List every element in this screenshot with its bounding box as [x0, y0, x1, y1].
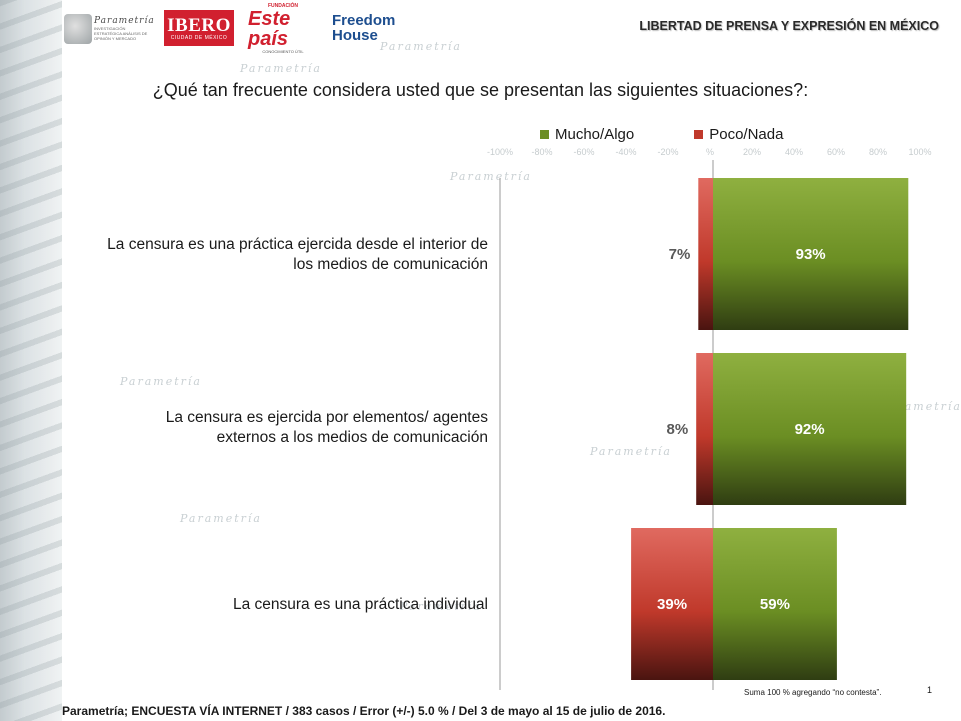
x-axis-ticks: -100% -80% -60% -40% -20%% 20% 40% 60% 80% 100%	[485, 147, 955, 161]
x-tick-label: -60%	[573, 147, 595, 157]
freedom-house-logo-line1: Freedom	[332, 12, 396, 29]
x-tick-label: 100%	[908, 147, 932, 157]
watermark: Parametría	[240, 62, 322, 75]
x-tick-label: 40%	[784, 147, 804, 157]
watermark: Parametría	[180, 512, 262, 525]
category-label-line: los medios de comunicación	[293, 256, 488, 274]
watermark: Parametría	[120, 375, 202, 388]
data-label-poco-nada: 8%	[667, 421, 689, 438]
freedom-house-logo: Freedom House	[332, 10, 402, 46]
chart-title: ¿Qué tan frecuente considera usted que s…	[152, 80, 809, 100]
bar-mucho-algo	[713, 528, 837, 680]
decorative-side-panel	[0, 0, 62, 721]
watermark: Parametría	[400, 600, 482, 613]
footnote: Suma 100 % agregando “no contesta”.	[744, 688, 882, 697]
source-footer: Parametría; ENCUESTA VÍA INTERNET / 383 …	[62, 704, 666, 718]
x-tick-label: -20%	[657, 147, 679, 157]
page-number: 1	[927, 685, 933, 695]
x-tick-label: 80%	[868, 147, 888, 157]
x-tick-label: 60%	[826, 147, 846, 157]
este-pais-logo: FUNDACIÓN Este país CONOCIMIENTO ÚTIL	[248, 3, 318, 54]
parametria-logo-tag: INVESTIGACIÓN ESTRATÉGICA ANÁLISIS DE OP…	[94, 25, 148, 41]
parametria-logo-name: Parametría	[94, 15, 155, 26]
x-tick-label: 20%	[742, 147, 762, 157]
data-label-mucho-algo: 93%	[796, 246, 826, 263]
data-label-mucho-algo: 59%	[760, 596, 790, 613]
category-label: La censura es una práctica ejercida desd…	[60, 235, 488, 275]
este-pais-logo-sub: CONOCIMIENTO ÚTIL	[262, 48, 304, 54]
header-logos: Parametría INVESTIGACIÓN ESTRATÉGICA ANÁ…	[60, 3, 402, 54]
ibero-logo-sub: CIUDAD DE MÉXICO	[170, 34, 228, 41]
legend-item-poco-nada: Poco/Nada	[694, 126, 783, 143]
watermark: Parametría	[450, 170, 532, 183]
category-label-line: La censura es una práctica ejercida desd…	[107, 236, 488, 253]
legend-item-mucho-algo: Mucho/Algo	[540, 126, 634, 143]
category-label-line: externos a los medios de comunicación	[216, 429, 488, 447]
data-label-mucho-algo: 92%	[795, 421, 825, 438]
este-pais-logo-name: Este país	[248, 7, 291, 50]
este-pais-logo-top: FUNDACIÓN	[268, 2, 298, 9]
legend-swatch-green	[540, 130, 549, 139]
watermark: Parametría	[590, 445, 672, 458]
bar-poco-nada	[631, 528, 713, 680]
chart-legend: Mucho/Algo Poco/Nada	[540, 126, 783, 143]
parametria-mark-icon	[64, 14, 92, 44]
watermark: Parametría	[380, 40, 462, 53]
bar-mucho-algo	[713, 178, 909, 330]
bar-mucho-algo	[713, 353, 907, 505]
category-label-line: La censura es ejercida por elementos/ ag…	[165, 409, 488, 426]
legend-label: Poco/Nada	[709, 126, 784, 143]
x-tick-label: %	[705, 147, 715, 157]
ibero-logo: IBERO CIUDAD DE MÉXICO	[164, 10, 234, 46]
x-tick-label: -80%	[531, 147, 553, 157]
bar-poco-nada	[698, 178, 713, 330]
report-title: LIBERTAD DE PRENSA Y EXPRESIÓN EN MÉXICO	[639, 19, 939, 33]
data-label-poco-nada: 39%	[657, 596, 687, 613]
category-label: La censura es una práctica individual	[60, 595, 488, 615]
category-label-line: La censura es una práctica individual	[232, 596, 488, 613]
x-tick-label: -100%	[486, 147, 514, 157]
freedom-house-logo-line2: House	[332, 27, 378, 44]
category-label: La censura es ejercida por elementos/ ag…	[60, 408, 488, 448]
legend-label: Mucho/Algo	[555, 126, 635, 143]
data-label-poco-nada: 7%	[669, 246, 691, 263]
legend-swatch-red	[694, 130, 704, 139]
ibero-logo-name: IBERO	[167, 14, 231, 36]
x-tick-label: -40%	[615, 147, 637, 157]
bar-poco-nada	[696, 353, 713, 505]
parametria-logo: Parametría INVESTIGACIÓN ESTRATÉGICA ANÁ…	[60, 10, 155, 46]
